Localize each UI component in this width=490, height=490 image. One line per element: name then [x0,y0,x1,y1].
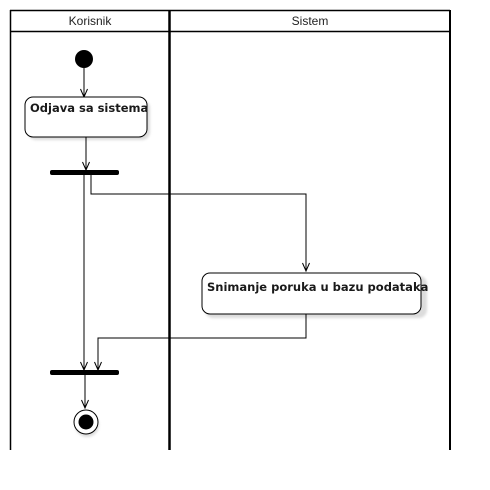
initial-node[interactable] [75,50,93,68]
action-snimanje-poruka[interactable]: Snimanje poruka u bazu podataka [201,272,428,318]
action-label-odjava: Odjava sa sistema [30,101,148,115]
flow-snimanje-to-join [94,314,307,372]
lane-title-sistem: Sistem [292,14,329,28]
flow-odjava-to-fork [82,137,90,172]
flow-fork-to-snimanje [90,175,310,273]
lane-title-korisnik: Korisnik [69,14,113,28]
action-odjava-sa-sistema[interactable]: Odjava sa sistema [24,96,150,140]
swimlane-frame [9,9,451,450]
action-label-snimanje: Snimanje poruka u bazu podataka [207,280,428,294]
fork-bar[interactable] [50,170,119,175]
flow-join-to-end [81,375,89,410]
flow-start-to-odjava [80,68,88,99]
flow-fork-to-join [80,175,88,372]
join-bar[interactable] [50,370,119,375]
final-node[interactable] [73,409,99,437]
